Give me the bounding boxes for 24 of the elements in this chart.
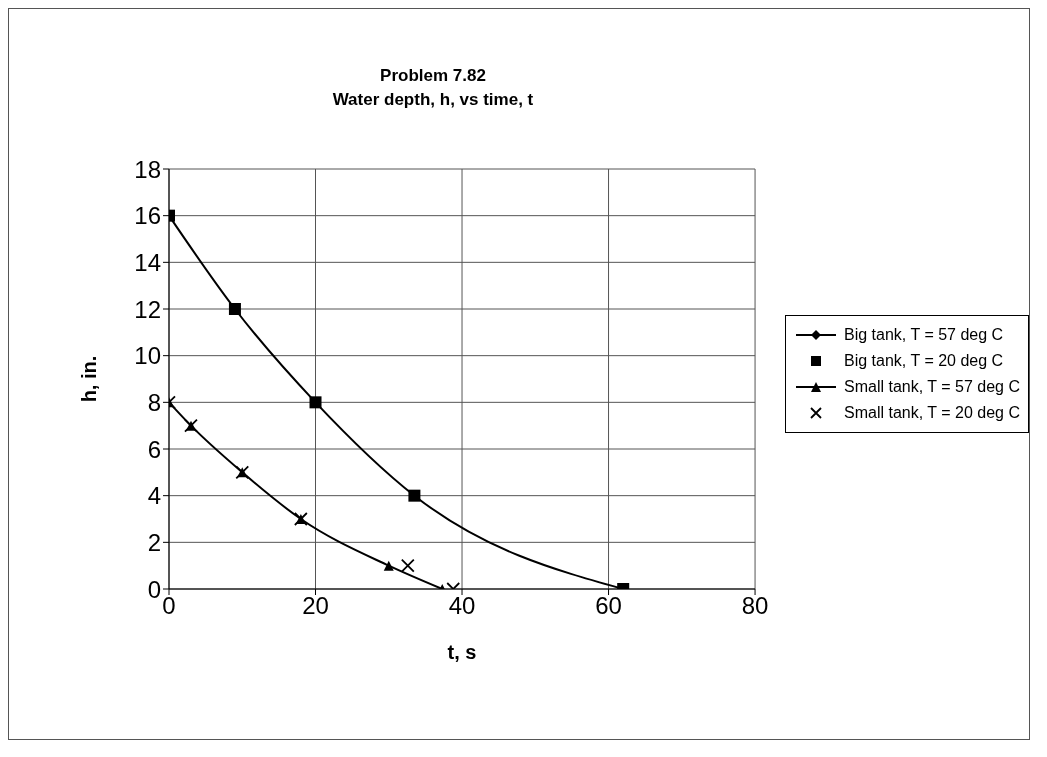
x-axis-title: t, s [447,641,477,663]
y-tick-label: 8 [147,388,161,416]
point [400,558,415,573]
y-tick-label: 2 [147,528,161,556]
point [383,560,394,571]
x-tick-label: 60 [595,592,622,620]
x-tick-label: 20 [302,592,329,620]
x-tick-label: 80 [741,592,769,620]
chart-subtitle: Water depth, h, vs time, t [331,89,535,111]
y-tick-label: 4 [147,482,161,510]
y-tick-label: 16 [134,202,161,230]
legend-label: Big tank, T = 57 deg C [844,326,1004,344]
y-tick-label: 12 [134,295,161,323]
legend-label: Small tank, T = 20 deg C [844,404,1020,422]
legend-label: Small tank, T = 57 deg C [844,378,1020,396]
y-tick-label: 18 [134,155,161,183]
chart-title: Problem 7.82 [379,65,487,87]
y-tick-label: 6 [147,435,161,463]
y-axis-title: h, in. [78,355,101,403]
y-tick-label: 10 [134,342,161,370]
x-tick-label: 40 [448,592,476,620]
y-tick-label: 14 [134,248,161,276]
legend-label: Big tank, T = 20 deg C [844,352,1004,370]
y-tick-label: 0 [147,575,161,603]
